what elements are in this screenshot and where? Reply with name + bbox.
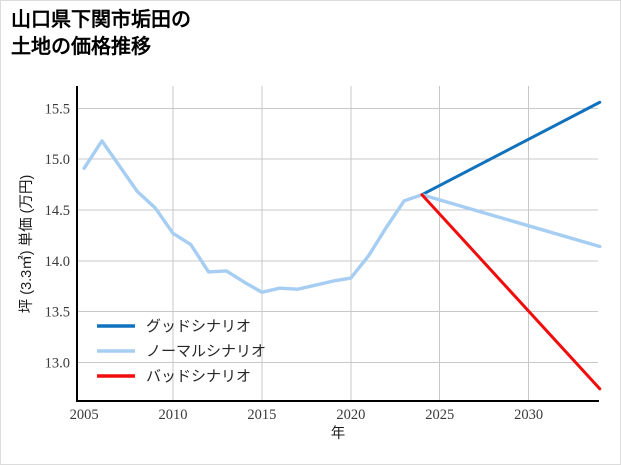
x-tick-label: 2010 xyxy=(159,407,188,423)
legend-label: グッドシナリオ xyxy=(146,318,251,335)
y-tick-label: 14.0 xyxy=(45,254,70,270)
x-tick-labels: 2005 2010 2015 2020 2025 2030 xyxy=(70,407,544,423)
y-axis-title: 坪 (3.3㎡) 単価 (万円) xyxy=(18,175,35,314)
x-tick-label: 2020 xyxy=(336,407,365,423)
y-tick-label: 13.5 xyxy=(45,305,70,321)
series-line-2 xyxy=(420,193,602,391)
series-line-1 xyxy=(82,139,602,294)
chart-title: 山口県下関市垢田の 土地の価格推移 xyxy=(11,9,191,58)
y-tick-label: 14.5 xyxy=(45,203,70,219)
y-tick-label: 13.0 xyxy=(45,355,70,371)
axis-spines xyxy=(75,86,599,403)
series-line-0 xyxy=(420,100,602,197)
series-group xyxy=(82,100,602,391)
y-tick-label: 15.5 xyxy=(45,101,70,117)
y-tick-label: 15.0 xyxy=(45,152,70,168)
x-tick-label: 2025 xyxy=(425,407,454,423)
legend-label: バッドシナリオ xyxy=(146,369,251,385)
x-axis-title: 年 xyxy=(331,425,346,442)
x-tick-label: 2005 xyxy=(70,407,99,423)
legend-label: ノーマルシナリオ xyxy=(146,344,266,360)
y-tick-labels: 13.0 13.5 14.0 14.5 15.0 15.5 xyxy=(45,101,70,371)
x-tick-label: 2030 xyxy=(514,407,543,423)
x-tick-label: 2015 xyxy=(247,407,276,423)
svg-text:坪 (3.3㎡) 単価 (万円): 坪 (3.3㎡) 単価 (万円) xyxy=(18,175,35,314)
